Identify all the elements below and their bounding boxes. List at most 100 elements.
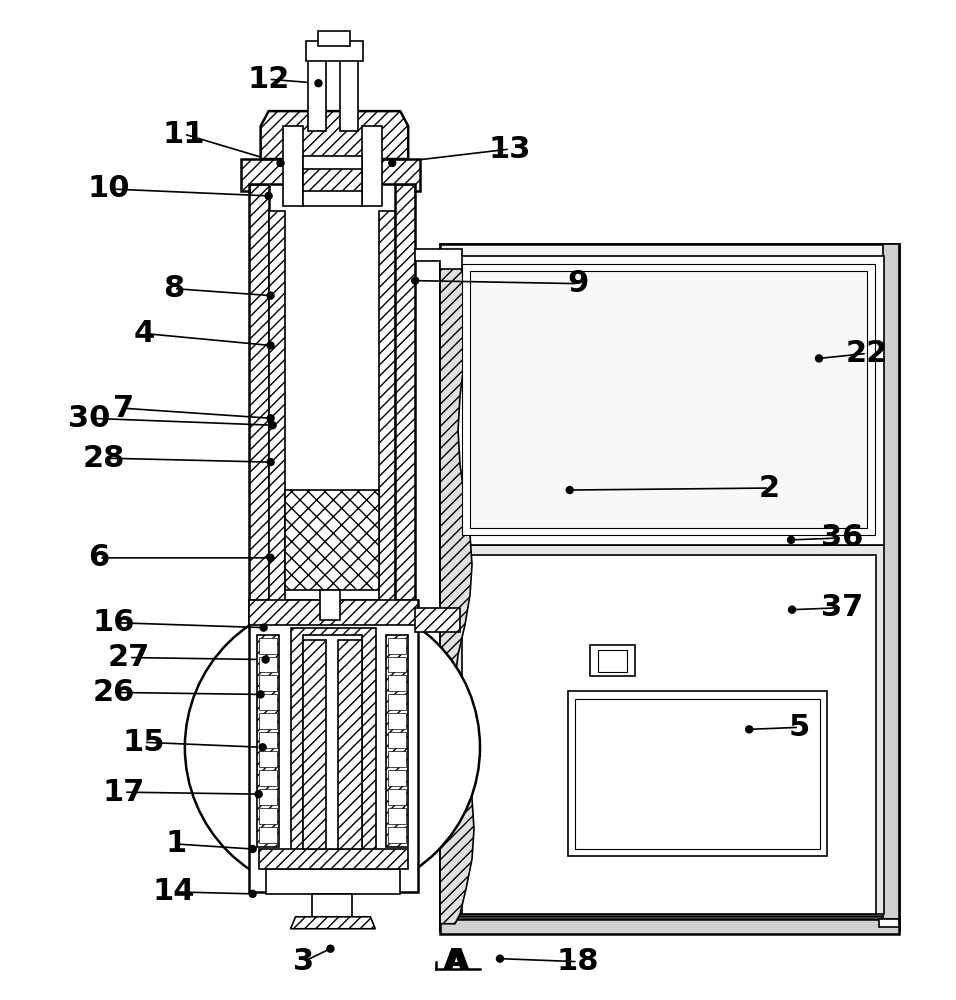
Text: 6: 6 <box>89 543 110 572</box>
Polygon shape <box>380 211 395 615</box>
Circle shape <box>255 791 262 798</box>
Polygon shape <box>249 184 269 615</box>
Bar <box>388 657 406 672</box>
Polygon shape <box>291 917 376 929</box>
Bar <box>285 490 380 590</box>
Text: A: A <box>444 947 467 976</box>
Bar <box>575 699 820 849</box>
Bar <box>388 751 406 767</box>
Bar <box>388 713 406 729</box>
Bar <box>302 156 362 206</box>
Bar <box>362 126 382 206</box>
Circle shape <box>267 415 274 422</box>
Bar <box>388 675 406 691</box>
Bar <box>462 264 875 535</box>
Polygon shape <box>415 249 462 269</box>
Bar <box>440 244 899 930</box>
Text: 17: 17 <box>103 778 145 807</box>
Bar <box>882 244 899 930</box>
Bar <box>283 126 302 206</box>
Bar <box>453 256 883 545</box>
Text: 26: 26 <box>93 678 135 707</box>
Bar <box>388 770 406 786</box>
Text: 8: 8 <box>163 274 185 303</box>
Bar <box>259 713 276 729</box>
Bar <box>440 919 899 934</box>
Bar <box>259 827 276 843</box>
Text: 18: 18 <box>556 947 599 976</box>
Circle shape <box>260 624 267 631</box>
Polygon shape <box>386 635 408 847</box>
Polygon shape <box>259 849 408 869</box>
Circle shape <box>496 955 504 962</box>
Text: 13: 13 <box>489 135 532 164</box>
Circle shape <box>265 192 272 199</box>
Text: 15: 15 <box>122 728 165 757</box>
Text: 12: 12 <box>248 65 290 94</box>
Text: 22: 22 <box>846 339 888 368</box>
Bar <box>462 555 876 914</box>
Circle shape <box>746 726 752 733</box>
Circle shape <box>267 459 274 466</box>
Text: 11: 11 <box>163 120 206 149</box>
Polygon shape <box>440 244 899 930</box>
Text: 36: 36 <box>821 523 863 552</box>
Polygon shape <box>440 259 474 924</box>
Circle shape <box>327 945 334 952</box>
Circle shape <box>185 600 480 895</box>
Circle shape <box>788 536 794 543</box>
Bar <box>388 694 406 710</box>
Polygon shape <box>241 159 421 191</box>
Text: 7: 7 <box>114 394 135 423</box>
Circle shape <box>789 606 795 613</box>
Circle shape <box>815 355 822 362</box>
Circle shape <box>412 277 419 284</box>
Circle shape <box>250 845 256 852</box>
Circle shape <box>315 80 322 87</box>
Text: 3: 3 <box>293 947 315 976</box>
Circle shape <box>269 422 276 429</box>
Bar <box>388 808 406 824</box>
Circle shape <box>267 342 274 349</box>
Text: 16: 16 <box>93 608 136 637</box>
Bar <box>259 657 276 672</box>
Bar <box>259 751 276 767</box>
Text: 5: 5 <box>789 713 810 742</box>
Bar <box>309 56 326 131</box>
Text: 4: 4 <box>133 319 155 348</box>
Circle shape <box>277 159 284 166</box>
Text: 1: 1 <box>165 829 186 858</box>
Circle shape <box>259 744 266 751</box>
Bar <box>320 590 340 620</box>
Bar <box>259 789 276 805</box>
Bar <box>306 41 363 61</box>
Polygon shape <box>256 635 278 847</box>
Circle shape <box>566 487 574 494</box>
Bar <box>285 211 380 615</box>
Polygon shape <box>291 628 377 854</box>
Text: 10: 10 <box>88 174 130 203</box>
Bar <box>259 694 276 710</box>
Bar <box>590 645 635 676</box>
Bar <box>388 827 406 843</box>
Text: 28: 28 <box>83 444 125 473</box>
Bar <box>302 640 326 849</box>
Polygon shape <box>395 184 415 615</box>
Text: 2: 2 <box>759 474 780 503</box>
Bar <box>388 789 406 805</box>
Polygon shape <box>415 608 460 632</box>
Circle shape <box>262 656 269 663</box>
Bar <box>259 770 276 786</box>
Bar <box>313 894 353 919</box>
Polygon shape <box>261 111 408 159</box>
Bar <box>453 545 883 914</box>
Bar <box>568 691 827 856</box>
Text: 14: 14 <box>153 877 195 906</box>
Bar <box>598 650 626 672</box>
Bar <box>338 640 362 849</box>
Bar <box>879 919 899 927</box>
Bar <box>259 638 276 654</box>
Polygon shape <box>249 600 418 892</box>
Polygon shape <box>302 169 362 191</box>
Circle shape <box>257 691 264 698</box>
